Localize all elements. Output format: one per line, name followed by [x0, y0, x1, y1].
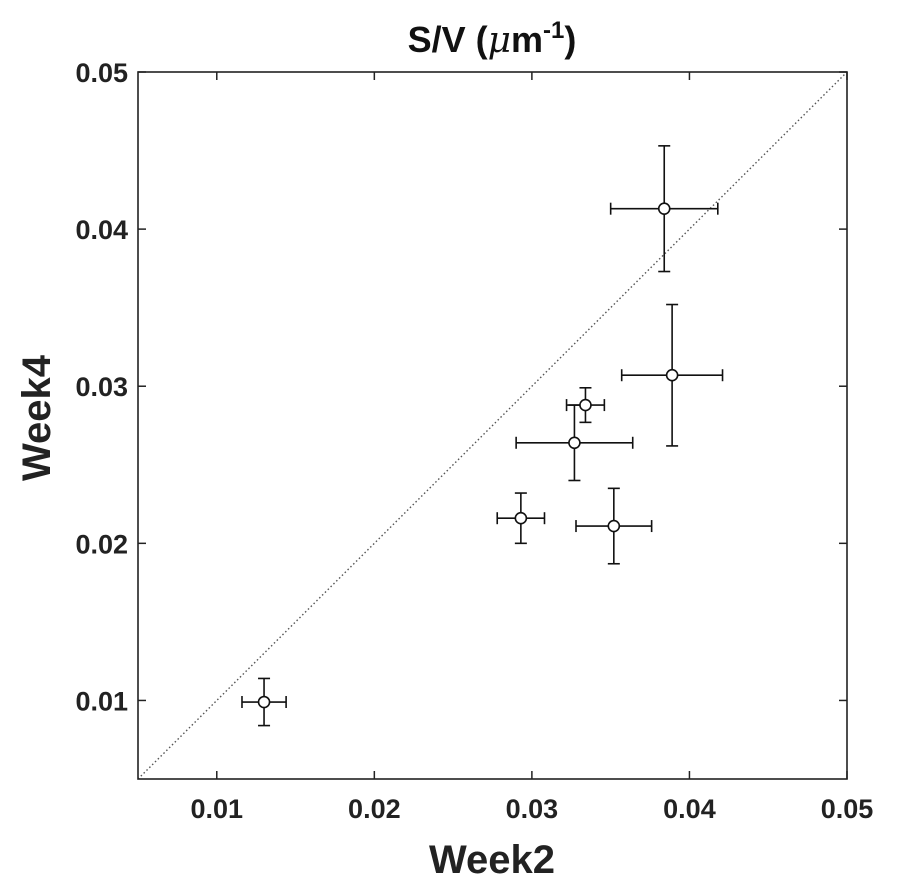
y-tick-label: 0.01 [75, 686, 128, 716]
title-m: m [511, 19, 543, 60]
chart-title: S/V (μm-1) [408, 17, 577, 61]
y-axis-label: Week4 [15, 354, 59, 481]
title-main: S/V ( [408, 19, 488, 60]
point-marker [257, 695, 271, 709]
title-exponent: -1 [543, 17, 564, 44]
title-mu: μ [488, 20, 511, 61]
point-marker [568, 436, 581, 450]
x-tick-label: 0.04 [663, 794, 716, 824]
axes-frame [137, 71, 848, 780]
reference-line [137, 71, 848, 780]
point-marker [579, 398, 592, 412]
y-tick-label: 0.05 [75, 58, 128, 88]
data-point [241, 677, 287, 727]
point-marker [514, 511, 528, 525]
data-point [575, 487, 653, 565]
point-marker [657, 202, 671, 215]
title-close: ) [564, 19, 576, 60]
x-tick-label: 0.02 [348, 794, 401, 824]
plot-area: 0.01 0.02 0.03 0.04 0.05 0.01 0.02 0.03 0.04 0.05 [75, 58, 873, 824]
x-axis-label: Week2 [429, 838, 555, 881]
data-point [609, 145, 719, 273]
data-point [565, 386, 606, 424]
y-tick-label: 0.02 [75, 529, 128, 559]
data-point [496, 492, 546, 545]
data-point [620, 303, 724, 447]
x-tick-label: 0.03 [506, 794, 559, 824]
point-marker [665, 368, 679, 382]
y-tick-label: 0.04 [75, 215, 128, 245]
point-marker [607, 519, 621, 533]
x-tick-label: 0.05 [821, 794, 874, 824]
y-tick-label: 0.03 [75, 372, 128, 402]
x-tick-label: 0.01 [190, 794, 243, 824]
